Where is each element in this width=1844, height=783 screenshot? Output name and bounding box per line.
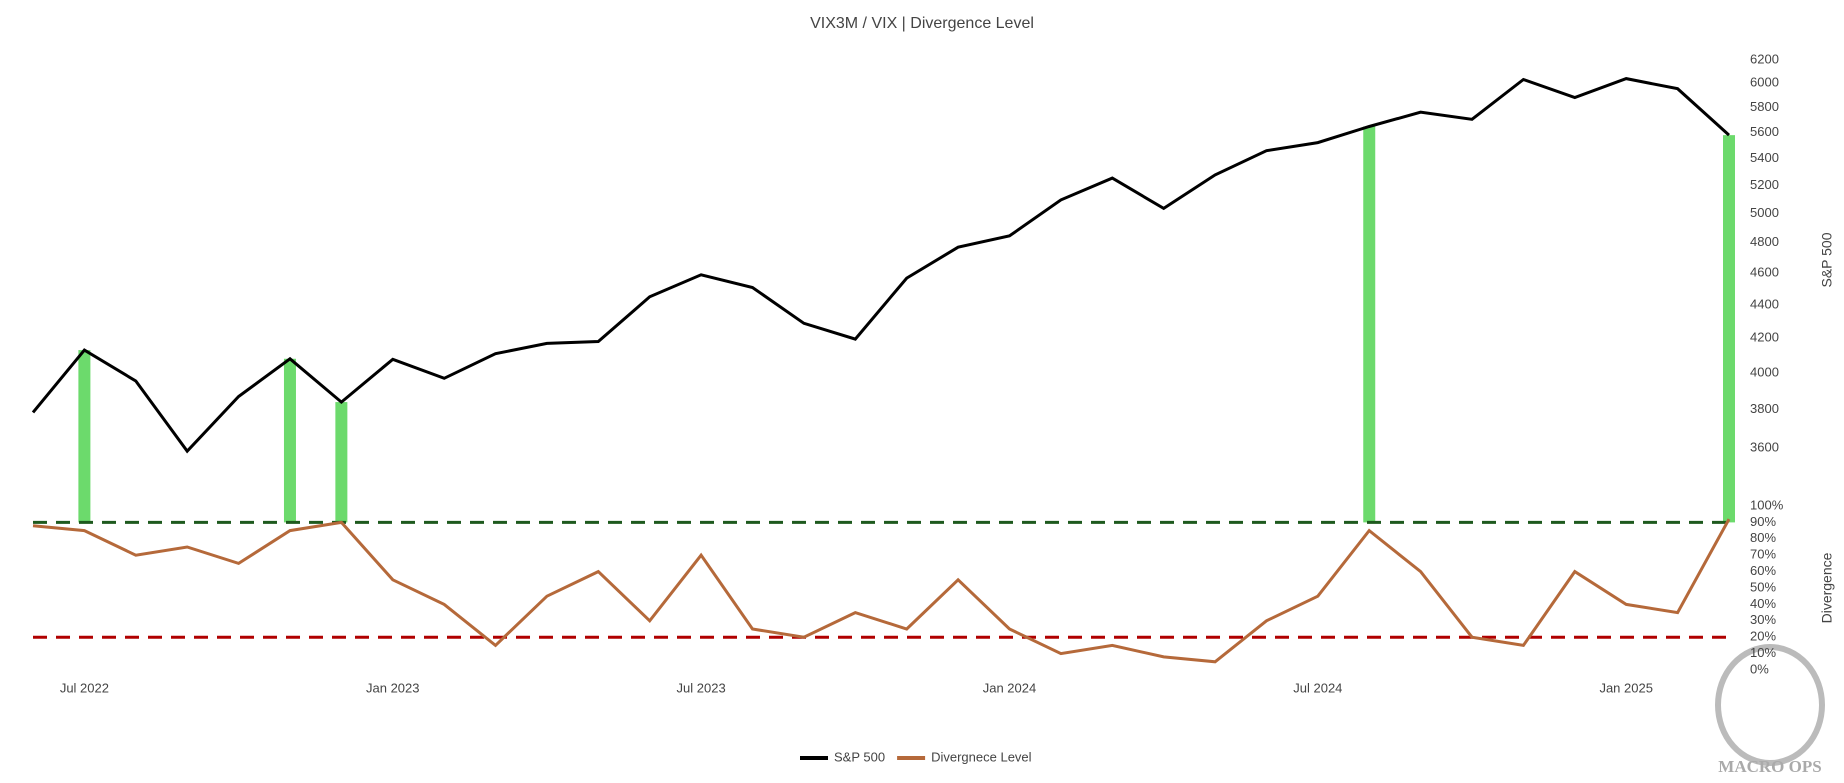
highlight-band bbox=[283, 358, 296, 523]
y-tick-label: 3600 bbox=[1750, 440, 1779, 455]
y-tick-label: 6000 bbox=[1750, 75, 1779, 90]
x-tick-label: Jul 2022 bbox=[60, 680, 109, 695]
y2-tick-label: 100% bbox=[1750, 497, 1784, 512]
highlight-band bbox=[1363, 126, 1376, 523]
y-axis-title: S&P 500 bbox=[1819, 232, 1835, 287]
legend-label: S&P 500 bbox=[834, 749, 885, 764]
series-line bbox=[31, 77, 1731, 454]
y2-axis-title: Divergence bbox=[1819, 552, 1835, 623]
y2-tick-label: 50% bbox=[1750, 579, 1776, 594]
x-tick-label: Jan 2025 bbox=[1599, 680, 1653, 695]
y-tick-label: 5200 bbox=[1750, 177, 1779, 192]
y2-tick-label: 20% bbox=[1750, 629, 1776, 644]
y-tick-label: 5400 bbox=[1750, 150, 1779, 165]
y2-tick-label: 30% bbox=[1750, 612, 1776, 627]
y-tick-label: 5800 bbox=[1750, 99, 1779, 114]
y2-tick-label: 90% bbox=[1750, 514, 1776, 529]
legend-label: Divergnece Level bbox=[931, 749, 1032, 764]
y2-tick-label: 60% bbox=[1750, 563, 1776, 578]
y-tick-label: 4600 bbox=[1750, 265, 1779, 280]
y2-tick-label: 0% bbox=[1750, 661, 1769, 676]
y2-tick-label: 10% bbox=[1750, 645, 1776, 660]
y2-tick-label: 70% bbox=[1750, 547, 1776, 562]
series-line bbox=[32, 518, 1731, 664]
y-tick-label: 4200 bbox=[1750, 329, 1779, 344]
y-tick-label: 3800 bbox=[1750, 401, 1779, 416]
x-tick-label: Jan 2023 bbox=[366, 680, 420, 695]
y-tick-label: 5600 bbox=[1750, 124, 1779, 139]
y-tick-label: 4800 bbox=[1750, 234, 1779, 249]
y-tick-label: 4400 bbox=[1750, 296, 1779, 311]
highlight-band bbox=[78, 350, 91, 523]
y-tick-label: 4000 bbox=[1750, 364, 1779, 379]
x-tick-label: Jul 2023 bbox=[677, 680, 726, 695]
x-tick-label: Jan 2024 bbox=[983, 680, 1037, 695]
highlight-band bbox=[1723, 135, 1735, 523]
x-tick-label: Jul 2024 bbox=[1293, 680, 1342, 695]
y-tick-label: 6200 bbox=[1750, 51, 1779, 66]
y-tick-label: 5000 bbox=[1750, 205, 1779, 220]
y2-tick-label: 40% bbox=[1750, 596, 1776, 611]
watermark-logo bbox=[1715, 644, 1825, 766]
chart-title: VIX3M / VIX | Divergence Level bbox=[810, 15, 1034, 32]
highlight-band bbox=[335, 402, 348, 523]
watermark: MACRO OPS bbox=[1718, 757, 1821, 776]
y2-tick-label: 80% bbox=[1750, 530, 1776, 545]
